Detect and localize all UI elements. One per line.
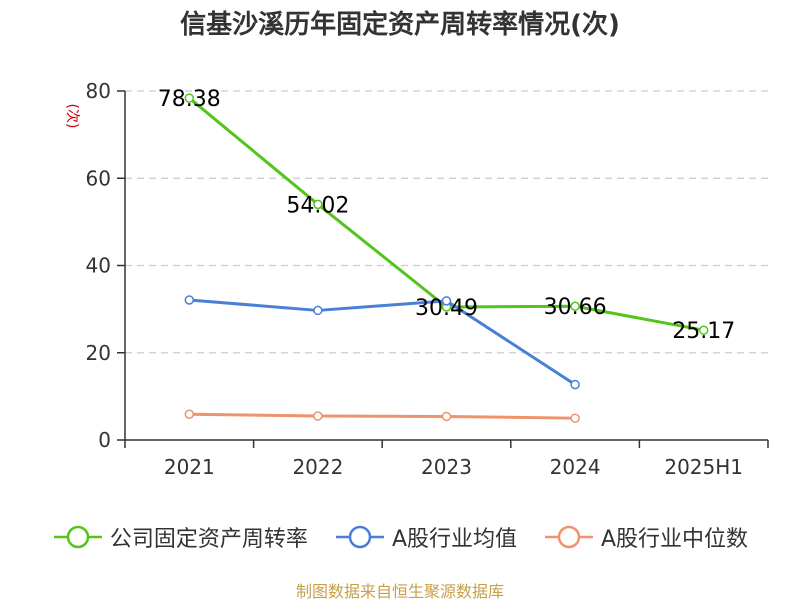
- x-tick-label: 2025H1: [664, 455, 743, 479]
- series: [184, 93, 709, 423]
- data-labels: 78.38 54.02 30.49 30.66 25.17: [158, 87, 735, 344]
- source-note: 制图数据来自恒生聚源数据库: [295, 582, 504, 601]
- data-label: 30.49: [415, 296, 478, 321]
- data-point: [313, 199, 323, 210]
- data-point: [441, 411, 452, 422]
- y-tick-label: 60: [86, 166, 111, 190]
- data-point: [570, 413, 580, 423]
- data-point: [313, 411, 323, 421]
- data-label: 30.66: [544, 295, 607, 320]
- legend-swatch-icon: [335, 525, 384, 549]
- data-point: [698, 325, 709, 335]
- x-tick-label: 2024: [550, 455, 601, 479]
- data-point: [570, 379, 580, 390]
- legend-item: 公司固定资产周转率: [52, 521, 308, 553]
- y-tick-label: 20: [86, 341, 111, 365]
- x-tick-label: 2023: [421, 455, 472, 479]
- chart-title: 信基沙溪历年固定资产周转率情况(次): [180, 10, 620, 40]
- legend-item: A股行业均值: [334, 521, 517, 553]
- data-label: 25.17: [672, 319, 735, 344]
- data-point: [184, 93, 195, 103]
- y-tick-label: 0: [98, 428, 111, 452]
- legend-label: A股行业均值: [391, 527, 517, 552]
- y-axis-unit: (次): [64, 104, 80, 129]
- data-point: [570, 301, 580, 311]
- data-point: [441, 296, 452, 306]
- legend: 公司固定资产周转率 A股行业均值 A股行业中位数: [0, 520, 800, 554]
- legend-swatch-icon: [545, 525, 593, 549]
- legend-label: 公司固定资产周转率: [109, 527, 308, 552]
- axes: 0 20 40 60 80 2021 2022 2023 2024 2025H1 (次): [64, 79, 769, 479]
- legend-item: A股行业中位数: [543, 521, 748, 553]
- series-line-1: [189, 298, 576, 386]
- data-label: 54.02: [286, 193, 349, 218]
- data-label: 78.38: [158, 87, 221, 112]
- legend-swatch-icon: [53, 525, 102, 549]
- legend-label: A股行业中位数: [601, 527, 749, 552]
- y-tick-label: 40: [86, 254, 111, 278]
- data-point: [184, 409, 195, 420]
- x-tick-label: 2021: [164, 455, 215, 479]
- x-tick-label: 2022: [292, 455, 343, 479]
- data-point: [184, 295, 195, 305]
- data-point: [313, 305, 323, 316]
- y-tick-label: 80: [86, 79, 111, 103]
- series-line-2: [189, 412, 576, 420]
